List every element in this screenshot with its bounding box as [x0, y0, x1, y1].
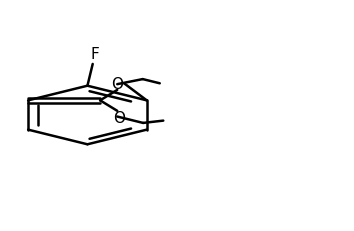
Text: O: O	[113, 110, 125, 125]
Text: O: O	[111, 76, 123, 91]
Text: F: F	[90, 47, 99, 62]
